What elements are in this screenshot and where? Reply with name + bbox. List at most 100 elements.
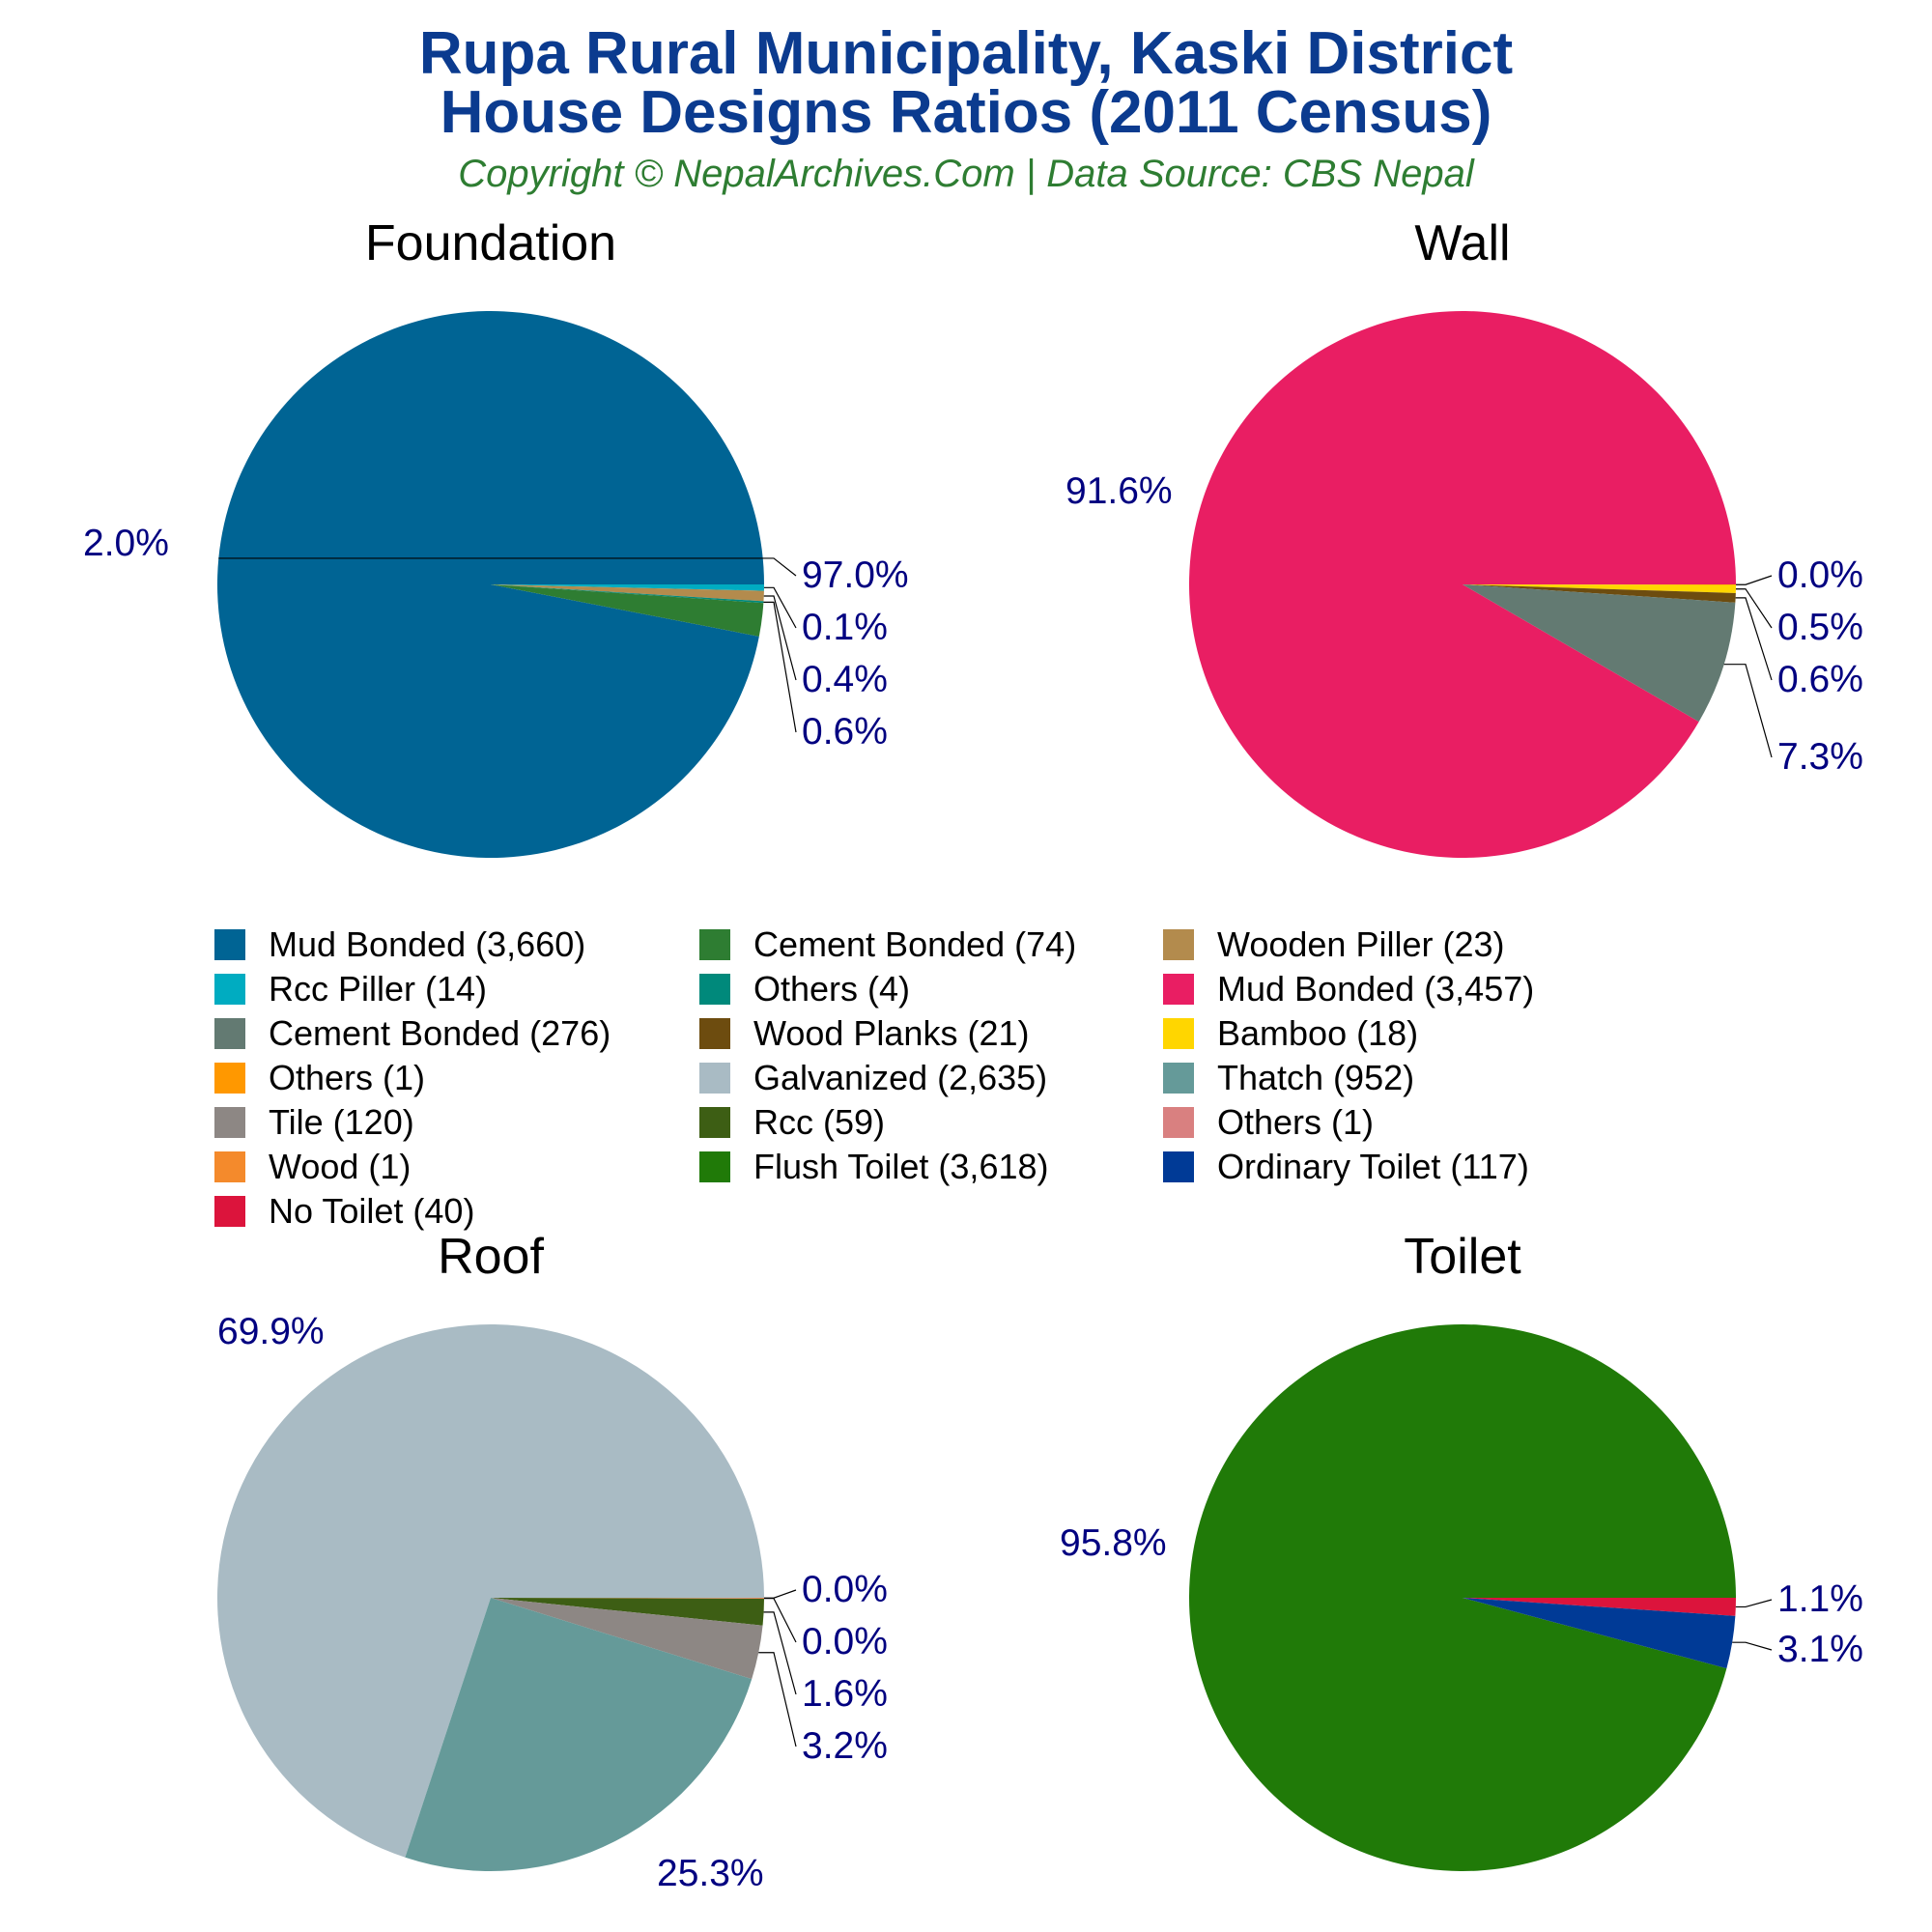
pct-label-wall-wood-planks: 0.6% (1777, 659, 1863, 700)
pct-label-toilet-flush-toilet: 95.8% (1060, 1522, 1167, 1564)
pie-slice-roof-tile (491, 1598, 763, 1680)
legend-item-ordinary-toilet-117: Ordinary Toilet (117) (1163, 1147, 1529, 1186)
legend-swatch (1163, 1018, 1194, 1049)
pct-label-roof-wood: 0.0% (802, 1569, 888, 1610)
legend-label: Cement Bonded (276) (269, 1013, 611, 1053)
pie-charts: Foundation 97.0% 0.1% 0.4% 0.6% 2.0% Wall 91.6%… (83, 215, 1863, 1894)
leader-line-wall-bamboo (1735, 588, 1773, 629)
legend-label: Galvanized (2,635) (753, 1058, 1047, 1097)
pct-label-wall-bamboo: 0.5% (1777, 607, 1863, 648)
leader-line-wall-cement-bonded (1723, 664, 1773, 758)
legend-item-flush-toilet-3-618: Flush Toilet (3,618) (699, 1147, 1049, 1186)
pct-label-toilet-ordinary-toilet: 3.1% (1777, 1629, 1863, 1670)
pct-label-roof-tile: 3.2% (802, 1725, 888, 1767)
legend-item-tile-120: Tile (120) (214, 1102, 414, 1142)
legend-item-bamboo-18: Bamboo (18) (1163, 1013, 1418, 1053)
pie-slice-wall-cement-bonded (1463, 584, 1736, 723)
pie-slice-toilet-no-toilet (1463, 1598, 1736, 1616)
legend-swatch (214, 1151, 245, 1182)
pie-title-foundation: Foundation (365, 215, 616, 271)
pie-slice-foundation-cement-bonded (491, 584, 764, 637)
legend-swatch (699, 974, 730, 1005)
legend-item-cement-bonded-276: Cement Bonded (276) (214, 1013, 611, 1053)
leader-line-roof-tile (758, 1652, 797, 1747)
pie-title-wall: Wall (1414, 215, 1510, 271)
legend-item-mud-bonded-3-457: Mud Bonded (3,457) (1163, 969, 1534, 1009)
legend-label: Wood Planks (21) (753, 1013, 1029, 1053)
leader-line-roof-wood (763, 1589, 797, 1599)
pct-label-foundation-others: 0.6% (802, 711, 888, 753)
pct-label-roof-galvanized: 69.9% (217, 1311, 325, 1352)
legend-item-wood-1: Wood (1) (214, 1147, 411, 1186)
pie-chart-roof: Roof 69.9% 0.0% 0.0% 1.6% 3.2% 25.3% (216, 1229, 888, 1894)
leader-line-foundation-mud-bonded (218, 557, 797, 577)
legend-label: Others (1) (1217, 1102, 1374, 1142)
legend-item-wood-planks-21: Wood Planks (21) (699, 1013, 1029, 1053)
pie-slice-roof-rcc (491, 1598, 764, 1626)
pie-slice-wall-bamboo (1463, 584, 1736, 593)
legend-item-others-1: Others (1) (1163, 1102, 1374, 1142)
legend-label: Ordinary Toilet (117) (1217, 1147, 1529, 1186)
pie-title-roof: Roof (438, 1229, 544, 1285)
legend-swatch (214, 929, 245, 960)
pie-slice-roof-thatch (405, 1598, 753, 1872)
pct-label-wall-cement-bonded: 7.3% (1777, 736, 1863, 778)
legend: Mud Bonded (3,660) Cement Bonded (74) Wood… (214, 924, 1534, 1231)
pct-label-roof-rcc: 1.6% (802, 1673, 888, 1715)
chart-title-line1: Rupa Rural Municipality, Kaski District (419, 20, 1513, 87)
pct-label-foundation-wooden-piller: 0.4% (802, 659, 888, 700)
pie-slice-toilet-ordinary-toilet (1463, 1598, 1736, 1669)
legend-swatch (1163, 929, 1194, 960)
leader-line-foundation-wooden-piller (763, 595, 797, 681)
pct-label-foundation-mud-bonded: 97.0% (802, 554, 909, 596)
legend-item-cement-bonded-74: Cement Bonded (74) (699, 924, 1076, 964)
legend-label: Tile (120) (269, 1102, 414, 1142)
pie-slice-foundation-mud-bonded (217, 311, 765, 859)
leader-line-wall-wood-planks (1735, 597, 1773, 681)
legend-swatch (699, 1063, 730, 1094)
legend-swatch (1163, 1107, 1194, 1138)
legend-swatch (699, 1018, 730, 1049)
legend-swatch (1163, 974, 1194, 1005)
leader-line-roof-others (763, 1598, 797, 1643)
pie-slice-foundation-wooden-piller (491, 584, 764, 602)
legend-label: Mud Bonded (3,660) (269, 924, 585, 964)
pie-chart-foundation: Foundation 97.0% 0.1% 0.4% 0.6% 2.0% (83, 215, 909, 859)
pct-label-wall-mud-bonded: 91.6% (1065, 470, 1173, 512)
legend-swatch (214, 1063, 245, 1094)
legend-label: Wooden Piller (23) (1217, 924, 1504, 964)
legend-swatch (699, 929, 730, 960)
pie-slice-wall-wood-planks (1463, 584, 1736, 603)
legend-item-others-4: Others (4) (699, 969, 910, 1009)
legend-swatch (1163, 1063, 1194, 1094)
leader-line-toilet-no-toilet (1735, 1599, 1773, 1608)
legend-item-rcc-59: Rcc (59) (699, 1102, 885, 1142)
legend-label: Mud Bonded (3,457) (1217, 969, 1534, 1009)
legend-label: Cement Bonded (74) (753, 924, 1076, 964)
legend-item-thatch-952: Thatch (952) (1163, 1058, 1414, 1097)
legend-item-no-toilet-40: No Toilet (40) (214, 1191, 474, 1231)
legend-swatch (699, 1107, 730, 1138)
leader-line-toilet-ordinary-toilet (1732, 1641, 1773, 1651)
legend-swatch (214, 1018, 245, 1049)
legend-item-others-1: Others (1) (214, 1058, 425, 1097)
pct-label-foundation-rcc-piller: 0.1% (802, 607, 888, 648)
pie-slice-foundation-rcc-piller (491, 584, 764, 591)
pie-chart-wall: Wall 91.6% 0.0% 0.5% 0.6% 7.3% (1065, 215, 1863, 858)
pct-label-wall-others: 0.0% (1777, 554, 1863, 596)
legend-label: Rcc (59) (753, 1102, 885, 1142)
pie-slice-roof-others (491, 1598, 764, 1599)
pie-slice-toilet-flush-toilet (1189, 1324, 1736, 1872)
legend-label: Rcc Piller (14) (269, 969, 487, 1009)
legend-swatch (699, 1151, 730, 1182)
pie-chart-toilet: Toilet 95.8% 1.1% 3.1% (1060, 1229, 1863, 1872)
chart-subtitle: Copyright © NepalArchives.Com | Data Sou… (458, 153, 1475, 195)
legend-swatch (1163, 1151, 1194, 1182)
pie-slice-wall-mud-bonded (1188, 310, 1736, 858)
legend-item-galvanized-2-635: Galvanized (2,635) (699, 1058, 1047, 1097)
legend-label: Others (1) (269, 1058, 425, 1097)
pie-slice-foundation-others (491, 584, 764, 604)
leader-line-foundation-others (763, 601, 797, 733)
chart-title-line2: House Designs Ratios (2011 Census) (440, 79, 1492, 146)
pct-label-roof-thatch: 25.3% (657, 1853, 764, 1894)
